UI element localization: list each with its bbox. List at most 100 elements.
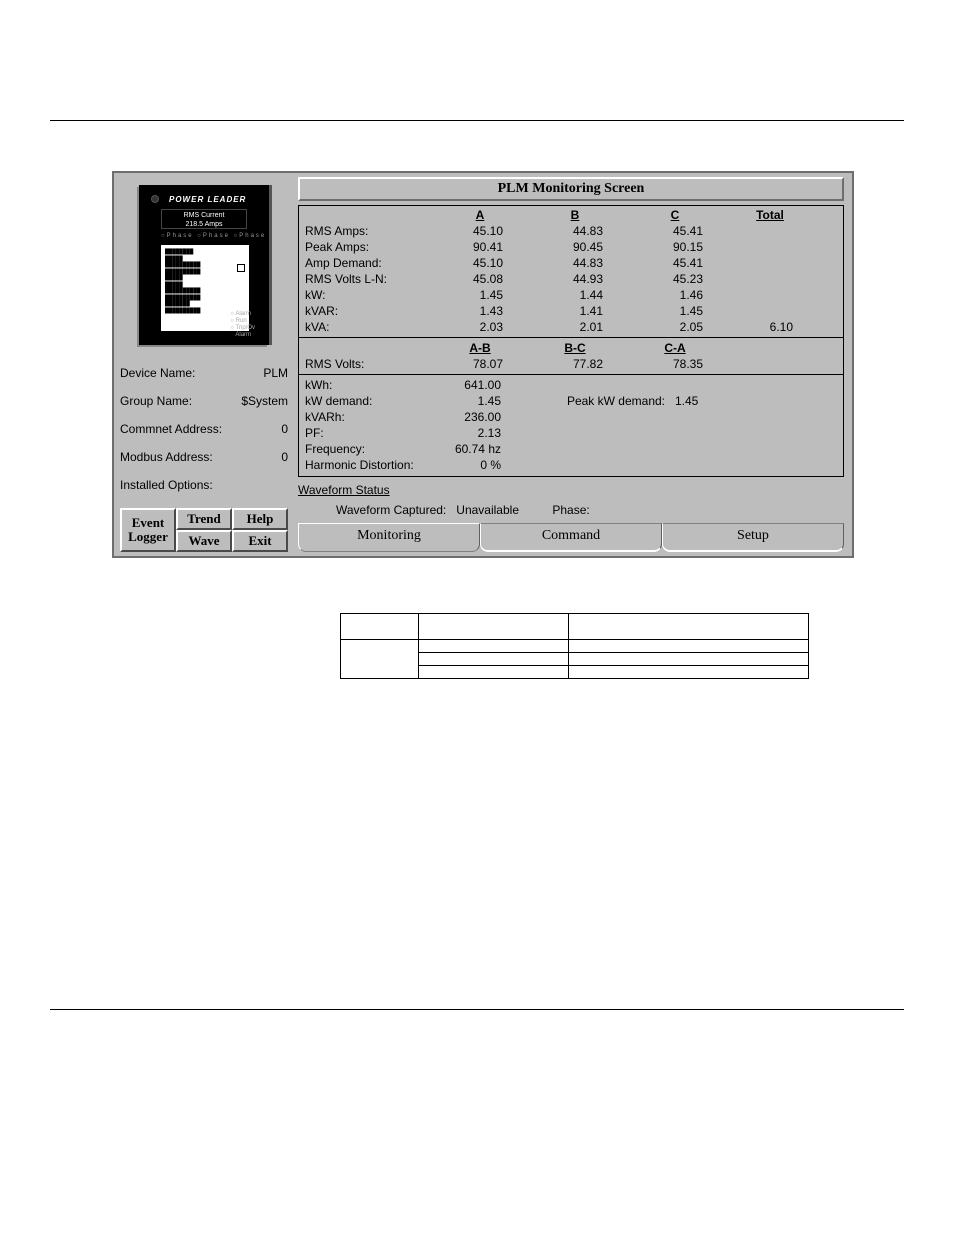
- table-cell: [419, 614, 569, 640]
- monitoring-grid-abc: A B C Total RMS Amps: 45.10 44.83 45.41 …: [305, 208, 837, 334]
- info-modbus-address: Modbus Address: 0: [120, 443, 288, 471]
- help-button[interactable]: Help: [232, 508, 288, 530]
- cell-value: 44.83: [525, 224, 625, 238]
- device-brand: POWER LEADER: [169, 195, 246, 204]
- cell-value: 77.82: [525, 357, 625, 371]
- monitoring-box: A B C Total RMS Amps: 45.10 44.83 45.41 …: [298, 205, 844, 477]
- cell-value: 1.46: [625, 288, 725, 302]
- table-cell: [341, 640, 419, 679]
- cell-value: 78.07: [435, 357, 525, 371]
- info-label: Group Name:: [120, 394, 192, 408]
- row-label: RMS Volts:: [305, 357, 435, 371]
- cell-value: 1.44: [525, 288, 625, 302]
- table-cell: [569, 640, 809, 653]
- app-window: POWER LEADER RMS Current 218.5 Amps ○Pha…: [112, 171, 854, 558]
- row-label: kVA:: [305, 320, 435, 334]
- left-panel: POWER LEADER RMS Current 218.5 Amps ○Pha…: [114, 173, 294, 556]
- cell-value: 44.83: [525, 256, 625, 270]
- summary-value: 236.00: [435, 410, 515, 424]
- cell-value: 1.45: [435, 288, 525, 302]
- device-info: Device Name: PLM Group Name: $System Com…: [120, 359, 288, 499]
- wave-button[interactable]: Wave: [176, 530, 232, 552]
- cell-value: 45.23: [625, 272, 725, 286]
- tab-bar: Monitoring Command Setup: [298, 523, 844, 552]
- exit-button[interactable]: Exit: [232, 530, 288, 552]
- cell-value: 6.10: [725, 320, 815, 334]
- device-image-wrap: POWER LEADER RMS Current 218.5 Amps ○Pha…: [120, 179, 288, 355]
- cell-value: [725, 240, 815, 254]
- info-value: 0: [281, 422, 288, 436]
- left-button-grid: Event Logger Trend Help Wave Exit: [120, 508, 288, 552]
- event-logger-button[interactable]: Event Logger: [120, 508, 176, 552]
- row-label: kW:: [305, 288, 435, 302]
- table-row: [341, 614, 809, 640]
- info-group-name: Group Name: $System: [120, 387, 288, 415]
- table-cell: [569, 614, 809, 640]
- cell-value: 1.41: [525, 304, 625, 318]
- info-value: $System: [241, 394, 288, 408]
- row-label: RMS Volts L-N:: [305, 272, 435, 286]
- cell-value: 78.35: [625, 357, 725, 371]
- info-label: Modbus Address:: [120, 450, 213, 464]
- device-lcd: RMS Current 218.5 Amps: [161, 209, 247, 229]
- info-device-name: Device Name: PLM: [120, 359, 288, 387]
- table-row: [341, 640, 809, 653]
- summary-grid: kWh: 641.00 kW demand: 1.45 Peak kW dema…: [305, 378, 837, 472]
- summary-value: 60.74 hz: [435, 442, 515, 456]
- device-led-icon: [151, 195, 159, 203]
- tab-monitoring[interactable]: Monitoring: [298, 523, 480, 552]
- row-label: Peak Amps:: [305, 240, 435, 254]
- table-cell: [419, 653, 569, 666]
- cell-value: 1.43: [435, 304, 525, 318]
- col-header-total: Total: [725, 208, 815, 222]
- waveform-captured-label: Waveform Captured:: [336, 503, 446, 517]
- tab-setup[interactable]: Setup: [662, 523, 844, 552]
- cell-value: [725, 224, 815, 238]
- summary-value: 1.45: [435, 394, 515, 408]
- cell-value: 2.01: [525, 320, 625, 334]
- table-cell: [569, 666, 809, 679]
- bottom-rule: [50, 1009, 904, 1010]
- col-header-bc: B-C: [525, 341, 625, 355]
- cell-value: 45.10: [435, 256, 525, 270]
- summary-value: 1.45: [665, 394, 735, 408]
- cell-value: 45.08: [435, 272, 525, 286]
- cell-value: 2.05: [625, 320, 725, 334]
- col-header-b: B: [525, 208, 625, 222]
- cell-value: 90.15: [625, 240, 725, 254]
- screen-title: PLM Monitoring Screen: [298, 177, 844, 201]
- col-header-ca: C-A: [625, 341, 725, 355]
- col-header-ab: A-B: [435, 341, 525, 355]
- summary-label: kW demand:: [305, 394, 435, 408]
- right-panel: PLM Monitoring Screen A B C Total RMS Am…: [294, 173, 852, 556]
- cell-value: 45.41: [625, 256, 725, 270]
- doc-table: [340, 613, 809, 679]
- divider: [299, 374, 843, 375]
- info-value: 0: [281, 450, 288, 464]
- cell-value: 2.03: [435, 320, 525, 334]
- row-label: RMS Amps:: [305, 224, 435, 238]
- cell-value: 1.45: [625, 304, 725, 318]
- col-header-c: C: [625, 208, 725, 222]
- summary-label: kVARh:: [305, 410, 435, 424]
- cell-value: 90.41: [435, 240, 525, 254]
- waveform-status: Waveform Status: [298, 483, 844, 497]
- cell-value: 44.93: [525, 272, 625, 286]
- summary-label: Peak kW demand:: [515, 394, 665, 408]
- btn-label: Logger: [128, 530, 168, 544]
- table-cell: [419, 666, 569, 679]
- table-cell: [341, 614, 419, 640]
- info-installed-options: Installed Options:: [120, 471, 288, 499]
- info-label: Commnet Address:: [120, 422, 222, 436]
- summary-label: kWh:: [305, 378, 435, 392]
- device-image: POWER LEADER RMS Current 218.5 Amps ○Pha…: [139, 185, 269, 345]
- summary-label: Harmonic Distortion:: [305, 458, 435, 472]
- tab-command[interactable]: Command: [480, 523, 662, 552]
- cell-value: 45.10: [435, 224, 525, 238]
- row-label: kVAR:: [305, 304, 435, 318]
- cell-value: [725, 272, 815, 286]
- summary-label: PF:: [305, 426, 435, 440]
- waveform-captured-value: Unavailable: [456, 503, 519, 517]
- trend-button[interactable]: Trend: [176, 508, 232, 530]
- summary-value: 641.00: [435, 378, 515, 392]
